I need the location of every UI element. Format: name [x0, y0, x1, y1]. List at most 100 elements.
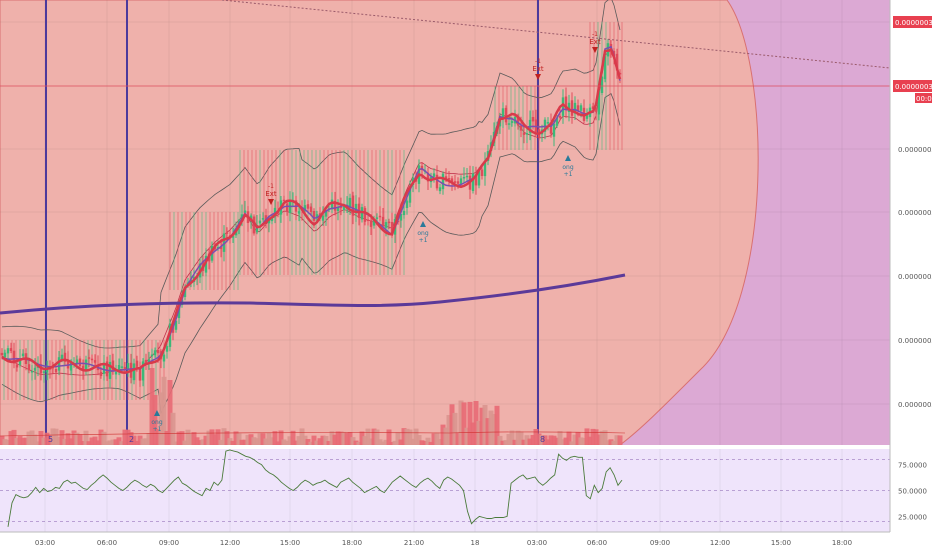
marker-label: ong: [151, 419, 162, 426]
volume-bar: [128, 432, 134, 445]
marker-label: ong: [562, 164, 573, 171]
candle-body: [261, 218, 265, 220]
volume-bar: [554, 437, 560, 445]
volume-bar: [449, 404, 455, 445]
candle-body: [402, 210, 406, 216]
bollinger-lower: [1, 92, 621, 415]
candle-body: [474, 174, 478, 186]
candle-body: [333, 200, 337, 211]
candle-body: [225, 232, 229, 234]
volume-bars: [0, 368, 626, 445]
candle-body: [342, 206, 346, 211]
volume-bar: [518, 431, 524, 445]
candle-body: [615, 53, 619, 71]
candle-body: [597, 90, 601, 115]
volume-bar: [467, 401, 473, 445]
volume-bar: [464, 427, 470, 445]
price-tick-label: 0.00000033: [898, 337, 932, 345]
volume-bar: [536, 433, 542, 445]
volume-bar: [512, 439, 518, 445]
candle-body: [603, 56, 607, 80]
marker-sub: -1: [535, 58, 541, 65]
volume-bar: [389, 442, 395, 445]
candle-body: [510, 121, 514, 123]
volume-bar: [293, 440, 299, 445]
candle-body: [3, 352, 7, 358]
volume-bar: [395, 432, 401, 445]
oscillator-tick-label: 75.0000: [898, 462, 927, 470]
candle-body: [63, 352, 67, 362]
volume-bar: [428, 441, 434, 445]
time-tick-label: 18:00: [342, 539, 362, 547]
candle-body: [366, 219, 370, 221]
candle-body: [258, 220, 262, 224]
time-axis-background: [0, 532, 890, 550]
volume-bar: [125, 429, 131, 445]
candle-body: [573, 102, 577, 114]
volume-bar: [359, 431, 365, 445]
candle-body: [336, 207, 340, 211]
candle-body: [297, 211, 301, 214]
volume-bar: [197, 440, 203, 445]
volume-bar: [329, 431, 335, 445]
candle-body: [222, 233, 226, 252]
volume-bar: [284, 440, 290, 445]
candle-body: [363, 208, 367, 222]
volume-bar: [497, 435, 503, 445]
volume-bar: [542, 435, 548, 445]
volume-bar: [401, 428, 407, 445]
volume-bar: [227, 438, 233, 445]
volume-bar: [191, 432, 197, 445]
volume-bar: [356, 441, 362, 445]
volume-bar: [434, 432, 440, 445]
volume-bar: [158, 392, 164, 445]
candle-body: [69, 362, 73, 371]
candle-body: [432, 173, 436, 177]
candle-body: [315, 214, 319, 219]
volume-bar: [443, 427, 449, 445]
volume-bar: [35, 441, 41, 445]
candle-body: [81, 365, 85, 371]
volume-bar: [323, 436, 329, 445]
volume-bar: [335, 431, 341, 445]
exit-arrow-icon: [592, 47, 598, 53]
candle-body: [600, 76, 604, 93]
volume-bar: [65, 433, 71, 445]
volume-bar: [290, 430, 296, 445]
volume-bar: [236, 433, 242, 445]
volume-bar: [119, 441, 125, 445]
candle-body: [354, 203, 358, 214]
volume-bar: [392, 440, 398, 445]
candle-body: [132, 363, 136, 381]
candle-body: [33, 367, 37, 371]
candle-body: [369, 220, 373, 227]
volume-bar: [0, 435, 5, 445]
candle-body: [561, 97, 565, 116]
candle-body: [174, 320, 178, 330]
candle-body: [450, 178, 454, 183]
volume-bar: [23, 437, 29, 445]
volume-bar: [5, 439, 11, 445]
candle-body: [78, 358, 82, 367]
volume-bar: [200, 439, 206, 445]
volume-bar: [230, 440, 236, 445]
volume-bar: [515, 430, 521, 445]
volume-bar: [146, 433, 152, 445]
volume-bar: [275, 441, 281, 445]
candle-body: [87, 357, 91, 359]
volume-bar: [272, 431, 278, 445]
candle-body: [390, 222, 394, 235]
volume-bar: [446, 415, 452, 445]
volume-bar: [116, 437, 122, 445]
pane-divider: [0, 445, 932, 449]
candle-body: [444, 176, 448, 180]
candle-body: [12, 350, 16, 364]
volume-bar: [461, 402, 467, 445]
volume-bar: [593, 429, 599, 445]
volume-bar: [503, 440, 509, 445]
candle-body: [516, 115, 520, 126]
candle-body: [99, 371, 103, 376]
volume-bar: [245, 434, 251, 445]
volume-bar: [491, 414, 497, 445]
